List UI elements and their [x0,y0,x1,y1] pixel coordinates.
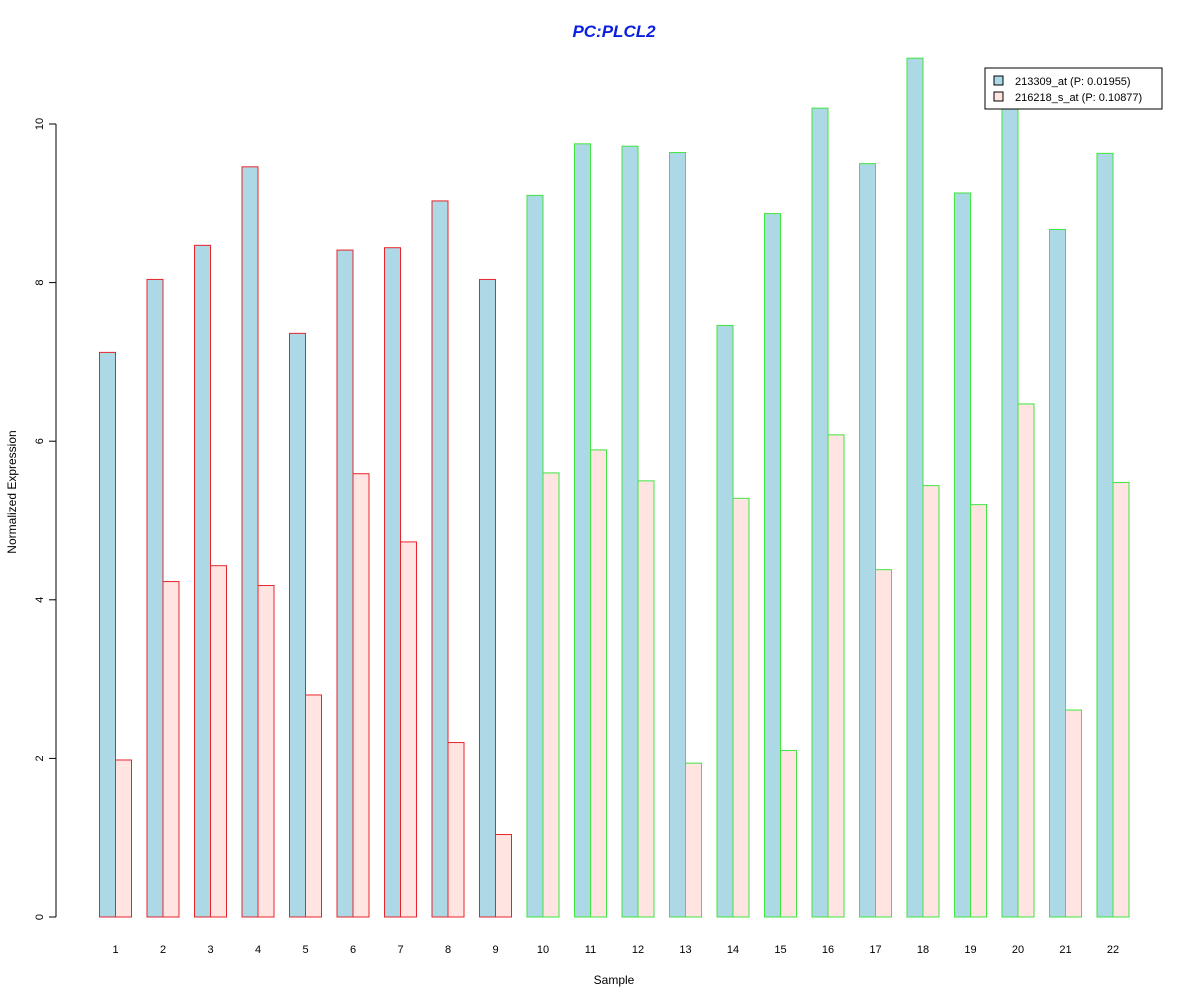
x-tick-label: 8 [445,944,451,956]
bar-216218-s-at [305,694,322,918]
y-tick-label: 2 [34,755,46,761]
x-tick-label: 19 [964,944,976,956]
bar-213309-at [954,192,971,918]
x-tick-label: 7 [397,944,403,956]
bar-216218-s-at [590,449,607,918]
legend-swatch [993,75,1004,86]
x-tick-label: 14 [727,944,739,956]
x-tick-label: 4 [255,944,261,956]
bar-213309-at [289,332,306,918]
bar-213309-at [1049,228,1066,918]
bar-213309-at [194,244,211,918]
x-tick-label: 12 [632,944,644,956]
bar-216218-s-at [257,585,275,918]
chart-title: PC:PLCL2 [572,22,656,41]
y-tick-label: 10 [34,118,46,130]
bar-216218-s-at [115,759,132,918]
bar-213309-at [146,278,164,918]
x-tick-label: 15 [774,944,786,956]
y-tick-label: 8 [34,280,46,286]
bar-213309-at [241,166,259,918]
legend-swatch [993,91,1004,102]
bar-213309-at [336,249,354,918]
y-axis: 0 2 4 6 8 10 [34,118,57,920]
bar-216218-s-at [732,497,750,918]
bar-216218-s-at [970,504,987,918]
y-tick-label: 4 [34,597,46,603]
bar-213309-at [479,278,496,918]
bar-216218-s-at [210,565,227,918]
bar-213309-at [811,107,829,918]
bar-216218-s-at [162,581,180,918]
bar-213309-at [431,200,449,918]
x-tick-label: 20 [1012,944,1024,956]
bar-216218-s-at [447,742,465,918]
x-tick-label: 3 [207,944,213,956]
x-tick-label: 18 [917,944,929,956]
x-tick-label: 17 [869,944,881,956]
bar-216218-s-at [1017,403,1035,918]
bar-216218-s-at [875,569,892,918]
bar-213309-at [99,351,116,918]
bar-216218-s-at [542,472,560,918]
x-tick-label: 1 [112,944,118,956]
bar-213309-at [906,57,924,918]
bar-213309-at [1096,152,1114,918]
bar-216218-s-at [685,762,702,918]
bar-213309-at [716,324,734,918]
x-tick-label: 6 [350,944,356,956]
y-axis-title: Normalized Expression [5,430,19,553]
x-tick-label: 5 [302,944,308,956]
x-tick-label: 2 [160,944,166,956]
x-tick-label: 16 [822,944,834,956]
x-axis-title: Sample [594,973,635,987]
bar-213309-at [1001,99,1019,918]
bar-213309-at [621,145,639,918]
bars [99,57,1130,918]
x-tick-label: 22 [1107,944,1119,956]
bar-216218-s-at [922,485,940,918]
x-axis-labels: 1 2 3 4 5 6 7 8 9 10 11 12 13 14 15 16 17 18 19 20 21 22 [112,944,1119,956]
bar-213309-at [526,194,544,918]
bar-213309-at [384,247,401,918]
legend-label: 213309_at (P: 0.01955) [1015,76,1131,88]
bar-216218-s-at [1112,481,1130,918]
bar-213309-at [859,163,876,918]
legend: 213309_at (P: 0.01955) 216218_s_at (P: 0… [984,67,1163,110]
bar-216218-s-at [495,834,512,918]
y-tick-label: 0 [34,914,46,920]
x-tick-label: 10 [537,944,549,956]
legend-label: 216218_s_at (P: 0.10877) [1015,92,1142,104]
y-tick-label: 6 [34,438,46,444]
x-tick-label: 21 [1059,944,1071,956]
legend-box [984,67,1163,110]
x-tick-label: 11 [585,944,596,956]
bar-213309-at [764,213,781,918]
x-tick-label: 9 [492,944,498,956]
bar-216218-s-at [352,473,370,918]
bar-213309-at [574,143,591,918]
bar-216218-s-at [780,749,797,918]
bar-216218-s-at [827,434,845,918]
bar-216218-s-at [1065,709,1082,918]
bar-216218-s-at [637,480,655,918]
bar-213309-at [669,152,686,918]
bar-216218-s-at [400,541,417,918]
x-tick-label: 13 [679,944,691,956]
